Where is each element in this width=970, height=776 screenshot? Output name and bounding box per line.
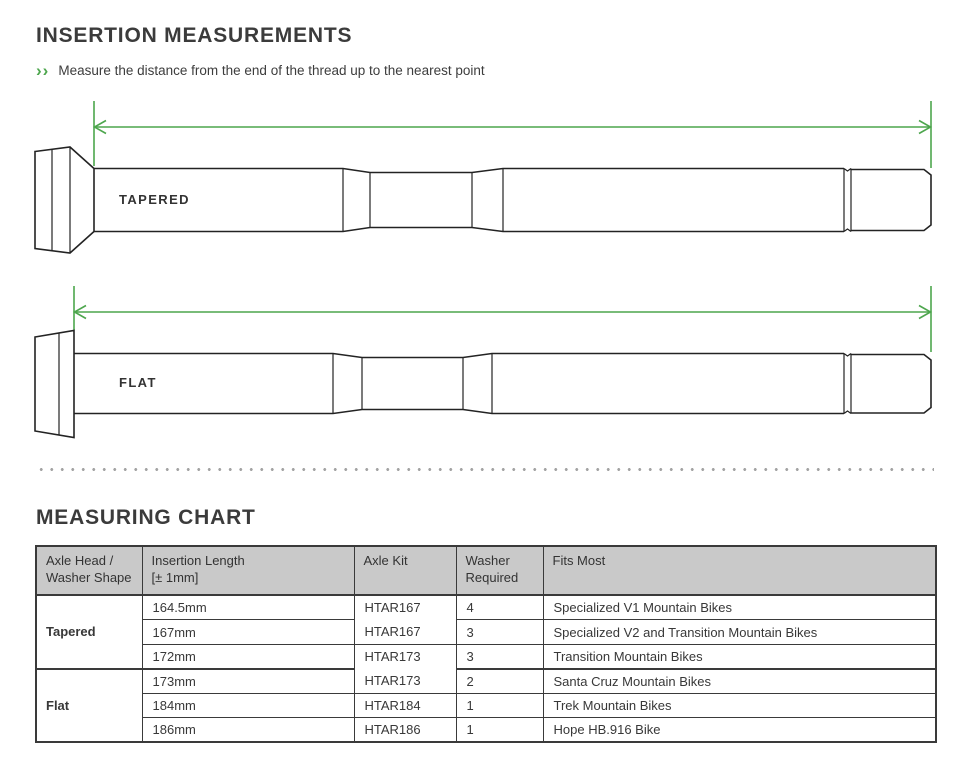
axle-kit-value: HTAR173 (364, 649, 421, 664)
cell-fits-most: Hope HB.916 Bike (542, 717, 937, 742)
dim-arrowhead-right (918, 119, 933, 135)
axle-thread-outline (851, 168, 932, 232)
dim-arrowhead-left (92, 119, 107, 135)
cell-washer-count: 4 (455, 594, 544, 621)
axle-shaft-top-edge (94, 167, 844, 174)
cell-fits-most: Trek Mountain Bikes (542, 693, 937, 718)
table-row: 167mm 3 Specialized V2 and Transition Mo… (36, 619, 937, 645)
cell-axle-kit-merged: HTAR167 HTAR167 (353, 594, 457, 645)
col-header-shape: Axle Head / Washer Shape (35, 545, 143, 596)
col-header-insertion-length: Insertion Length [± 1mm] (141, 545, 355, 596)
table-row: 172mm HTAR173 HTAR173 3 Transition Mount… (36, 644, 937, 694)
table-row: Flat 173mm 2 Santa Cruz Mountain Bikes (35, 667, 937, 742)
cell-washer-count: 1 (455, 693, 544, 718)
axle-kit-value: HTAR167 (364, 600, 421, 615)
page-title: INSERTION MEASUREMENTS (36, 24, 353, 47)
tapered-axle-drawing (34, 146, 932, 254)
axle-label-flat: FLAT (119, 375, 157, 390)
cell-insertion-length: 173mm (141, 667, 355, 694)
thread-groove (843, 353, 852, 414)
cell-washer-count: 2 (455, 667, 544, 694)
table-row: Tapered 164.5mm HTAR167 HTAR167 4 Specia… (35, 594, 937, 669)
cell-washer-count: 1 (455, 717, 544, 742)
cell-axle-kit: HTAR186 (353, 717, 457, 742)
axle-shaft-top-edge (74, 352, 844, 359)
measuring-table: Axle Head / Washer Shape Insertion Lengt… (35, 545, 937, 743)
axle-head-outline (34, 329, 75, 439)
dotted-divider (36, 467, 934, 472)
col-header-washer-required: Washer Required (455, 545, 544, 596)
table-header-row: Axle Head / Washer Shape Insertion Lengt… (35, 545, 937, 596)
col-header-axle-kit: Axle Kit (353, 545, 457, 596)
flat-dimension-arrow (72, 286, 933, 352)
cell-insertion-length: 167mm (141, 619, 355, 645)
instruction-note: ›› Measure the distance from the end of … (36, 61, 485, 80)
instruction-text: Measure the distance from the end of the… (58, 63, 485, 78)
dim-arrowhead-right (918, 304, 933, 320)
thread-groove (843, 168, 852, 232)
cell-insertion-length: 186mm (141, 717, 355, 742)
table-row: 184mm HTAR184 1 Trek Mountain Bikes (36, 693, 937, 718)
double-chevron-icon: ›› (36, 61, 50, 80)
cell-axle-kit-merged: HTAR173 HTAR173 (353, 644, 457, 694)
axle-head-outline (34, 146, 95, 254)
cell-axle-kit: HTAR184 (353, 693, 457, 718)
table-row: 186mm HTAR186 1 Hope HB.916 Bike (36, 717, 937, 742)
cell-shape-flat: Flat (35, 667, 143, 742)
axle-shaft-bottom-edge (74, 408, 844, 415)
axle-thread-outline (851, 353, 932, 414)
axle-shaft-bottom-edge (94, 226, 844, 233)
flat-axle-drawing (34, 329, 932, 439)
col-header-fits-most: Fits Most (542, 545, 937, 596)
axle-kit-value: HTAR173 (364, 673, 421, 688)
section-title: MEASURING CHART (36, 506, 256, 529)
cell-shape-tapered: Tapered (35, 594, 143, 669)
cell-fits-most: Specialized V2 and Transition Mountain B… (542, 619, 937, 645)
cell-fits-most: Transition Mountain Bikes (542, 644, 937, 669)
axle-diagrams (34, 101, 933, 439)
cell-washer-count: 3 (455, 644, 544, 669)
cell-insertion-length: 184mm (141, 693, 355, 718)
axle-label-tapered: TAPERED (119, 192, 190, 207)
cell-fits-most: Specialized V1 Mountain Bikes (542, 594, 937, 621)
cell-insertion-length: 164.5mm (141, 594, 355, 621)
cell-insertion-length: 172mm (141, 644, 355, 669)
cell-fits-most: Santa Cruz Mountain Bikes (542, 667, 937, 694)
dim-arrowhead-left (72, 304, 87, 320)
cell-washer-count: 3 (455, 619, 544, 645)
tapered-dimension-arrow (92, 101, 933, 168)
axle-kit-value: HTAR167 (364, 624, 421, 639)
